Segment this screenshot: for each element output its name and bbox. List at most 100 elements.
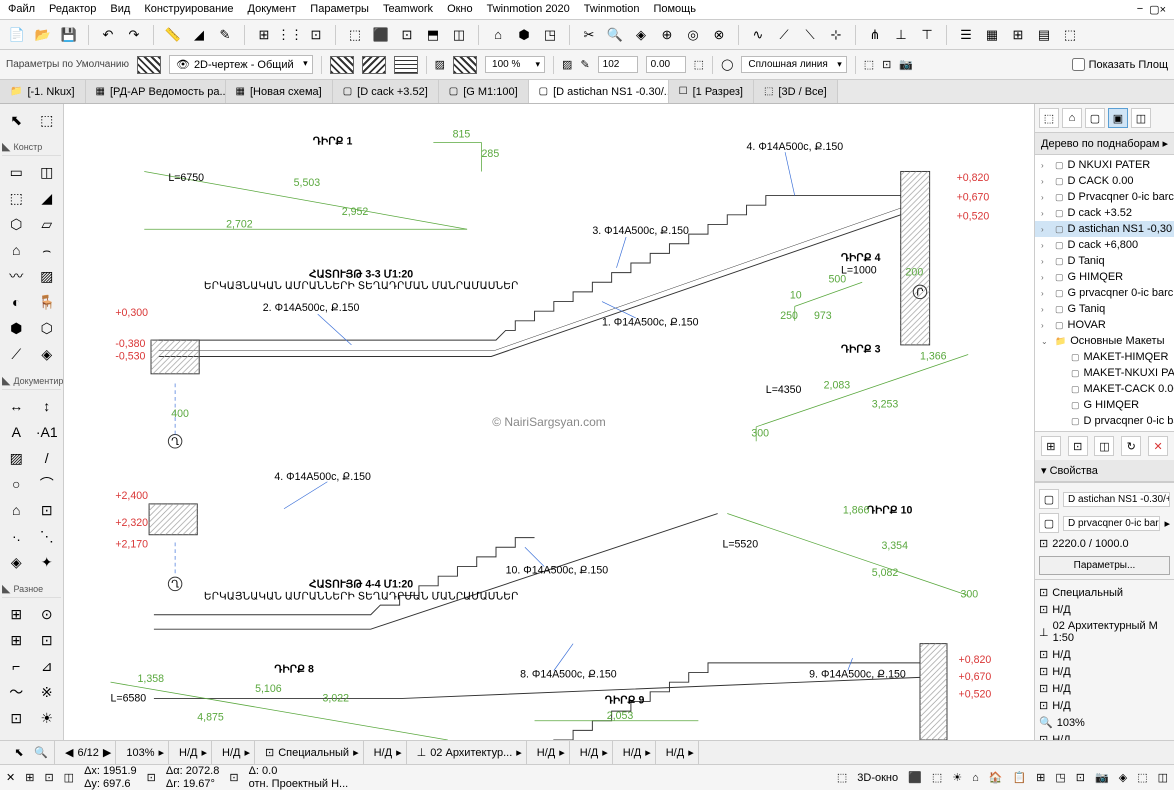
tree-item-3[interactable]: ›▢D cack +3.52 (1035, 205, 1174, 221)
tool-l-icon[interactable]: ⊥ (890, 24, 912, 46)
tool-q-icon[interactable]: ▤ (1033, 24, 1055, 46)
tool-2-9[interactable]: ☀ (33, 706, 62, 730)
hatch1[interactable] (330, 56, 354, 74)
menu-window[interactable]: Окно (447, 3, 473, 16)
tree-item-11[interactable]: ⌄📁Основные Макеты (1035, 333, 1174, 349)
tool-0-4[interactable]: ⬡ (2, 212, 31, 236)
tool-o-icon[interactable]: ▦ (981, 24, 1003, 46)
tool-c-icon[interactable]: ◈ (630, 24, 652, 46)
document-tab-3[interactable]: ▢[D cack +3.52] (333, 80, 439, 103)
tree-item-10[interactable]: ›▢HOVAR (1035, 317, 1174, 333)
props-ico-3[interactable]: ◫ (1094, 436, 1114, 456)
grid-icon[interactable]: ⊞ (253, 24, 275, 46)
snap3-icon[interactable]: ⊡ (396, 24, 418, 46)
menu-file[interactable]: Файл (8, 3, 35, 16)
tool-1-8[interactable]: ⌂ (2, 498, 31, 522)
tool-1-6[interactable]: ○ (2, 472, 31, 496)
tool-1-13[interactable]: ✦ (33, 550, 62, 574)
opacity-dropdown[interactable]: 100 % (485, 56, 545, 73)
sb-prev-icon[interactable]: ◀ (65, 746, 73, 759)
params-button[interactable]: Параметры... (1039, 556, 1170, 575)
s-icon-g[interactable]: ⊡ (1076, 771, 1085, 784)
zoom-val[interactable]: 103% (126, 747, 154, 759)
document-tab-6[interactable]: ☐[1 Разрез] (669, 80, 754, 103)
tree-item-13[interactable]: ▢MAKET-NKUXI PATER (1035, 365, 1174, 381)
tool-2-1[interactable]: ⊙ (33, 602, 62, 626)
tool-e-icon[interactable]: ◎ (682, 24, 704, 46)
tool-f-icon[interactable]: ⊗ (708, 24, 730, 46)
tree-expand-icon[interactable]: › (1041, 321, 1044, 330)
view-icon[interactable]: ⌂ (487, 24, 509, 46)
document-tab-4[interactable]: ▢[G M1:100] (439, 80, 529, 103)
tool-2-0[interactable]: ⊞ (2, 602, 31, 626)
tool-1-2[interactable]: A (2, 420, 31, 444)
layer-dropdown[interactable]: 👁2D-чертеж - Общий (169, 55, 313, 74)
tool-0-15[interactable]: ◈ (33, 342, 62, 366)
s-icon-d[interactable]: 📋 (1012, 771, 1026, 784)
props-ico-4[interactable]: ↻ (1121, 436, 1141, 456)
undo-icon[interactable]: ↶ (97, 24, 119, 46)
tool-m-icon[interactable]: ⊤ (916, 24, 938, 46)
mode2-icon[interactable]: ⊡ (147, 771, 156, 784)
area2-icon[interactable]: ⊡ (882, 58, 891, 71)
tool-0-10[interactable]: ◐ (2, 290, 31, 314)
s-icon-h[interactable]: ◈ (1119, 771, 1127, 784)
document-tab-2[interactable]: ▦[Новая схема] (226, 80, 333, 103)
nav-tab-4[interactable]: ▣ (1108, 108, 1128, 128)
tool-2-6[interactable]: 〜 (2, 680, 31, 704)
tool-b-icon[interactable]: 🔍 (604, 24, 626, 46)
tool-1-5[interactable]: / (33, 446, 62, 470)
tool-0-11[interactable]: 🪑 (33, 290, 62, 314)
prop-name[interactable]: D astichan NS1 -0.30/+3 (1063, 492, 1170, 507)
menu-view[interactable]: Вид (110, 3, 130, 16)
tool-0-5[interactable]: ▱ (33, 212, 62, 236)
document-tab-1[interactable]: ▦[РД-АР Ведомость ра... (86, 80, 226, 103)
menu-twinmotion2020[interactable]: Twinmotion 2020 (487, 3, 570, 16)
prop-master[interactable]: D prvacqner 0-ic barcr (1063, 516, 1160, 531)
tree-item-8[interactable]: ›▢G prvacqner 0-ic barc (1035, 285, 1174, 301)
tool-2-4[interactable]: ⌐ (2, 654, 31, 678)
hatch-preview[interactable] (137, 56, 161, 74)
tree-expand-icon[interactable]: › (1041, 257, 1044, 266)
tool-1-4[interactable]: ▨ (2, 446, 31, 470)
tool-h-icon[interactable]: ⟋ (773, 24, 795, 46)
s-icon-e[interactable]: ⊞ (1036, 771, 1045, 784)
props-ico-5[interactable]: ✕ (1148, 436, 1168, 456)
tool-r-icon[interactable]: ⬚ (1059, 24, 1081, 46)
document-tab-0[interactable]: 📁[-1. Nkux] (0, 80, 86, 103)
tool-1-10[interactable]: ·. (2, 524, 31, 548)
tool-1-9[interactable]: ⊡ (33, 498, 62, 522)
show-area-checkbox[interactable]: Показать Площ (1072, 58, 1168, 71)
s-icon-f[interactable]: ◳ (1055, 771, 1065, 784)
3d-window-button[interactable]: 3D-окно (857, 772, 898, 784)
s-icon-cam[interactable]: 📷 (1095, 771, 1109, 784)
prop-ico-b[interactable]: ▢ (1039, 513, 1059, 533)
sb-arch[interactable]: 02 Архитектур... (430, 747, 512, 759)
tree-expand-icon[interactable]: ⌄ (1041, 337, 1048, 346)
chevron-right-icon[interactable]: ▸ (1164, 517, 1170, 530)
tree-expand-icon[interactable]: › (1041, 305, 1044, 314)
pen-val1[interactable] (598, 56, 638, 73)
tool-1-1[interactable]: ↕ (33, 394, 62, 418)
tree-expand-icon[interactable]: › (1041, 289, 1044, 298)
tool-1-12[interactable]: ◈ (2, 550, 31, 574)
grid2-icon[interactable]: ⋮⋮ (279, 24, 301, 46)
tool-0-0[interactable]: ▭ (2, 160, 31, 184)
tree-expand-icon[interactable]: › (1041, 177, 1044, 186)
tree-item-6[interactable]: ›▢D Taniq (1035, 253, 1174, 269)
cube-icon[interactable]: ⬛ (908, 771, 922, 784)
tree-expand-icon[interactable]: › (1041, 273, 1044, 282)
tree-item-12[interactable]: ▢MAKET-HIMQER (1035, 349, 1174, 365)
area1-icon[interactable]: ⬚ (864, 58, 874, 71)
menu-twinmotion[interactable]: Twinmotion (584, 3, 640, 16)
tool-j-icon[interactable]: ⊹ (825, 24, 847, 46)
hatch2[interactable] (362, 56, 386, 74)
tree-item-4[interactable]: ›▢D astichan NS1 -0,30 (1035, 221, 1174, 237)
mode3-icon[interactable]: ⊡ (229, 771, 238, 784)
s-icon-j[interactable]: ◫ (1158, 771, 1168, 784)
window-minimize-icon[interactable]: − (1137, 3, 1143, 16)
nav-tab-2[interactable]: ⌂ (1062, 108, 1082, 128)
window-restore-icon[interactable]: ▢× (1149, 3, 1166, 16)
tree-item-2[interactable]: ›▢D Prvacqner 0-ic barc (1035, 189, 1174, 205)
snap4-icon[interactable]: ⬒ (422, 24, 444, 46)
